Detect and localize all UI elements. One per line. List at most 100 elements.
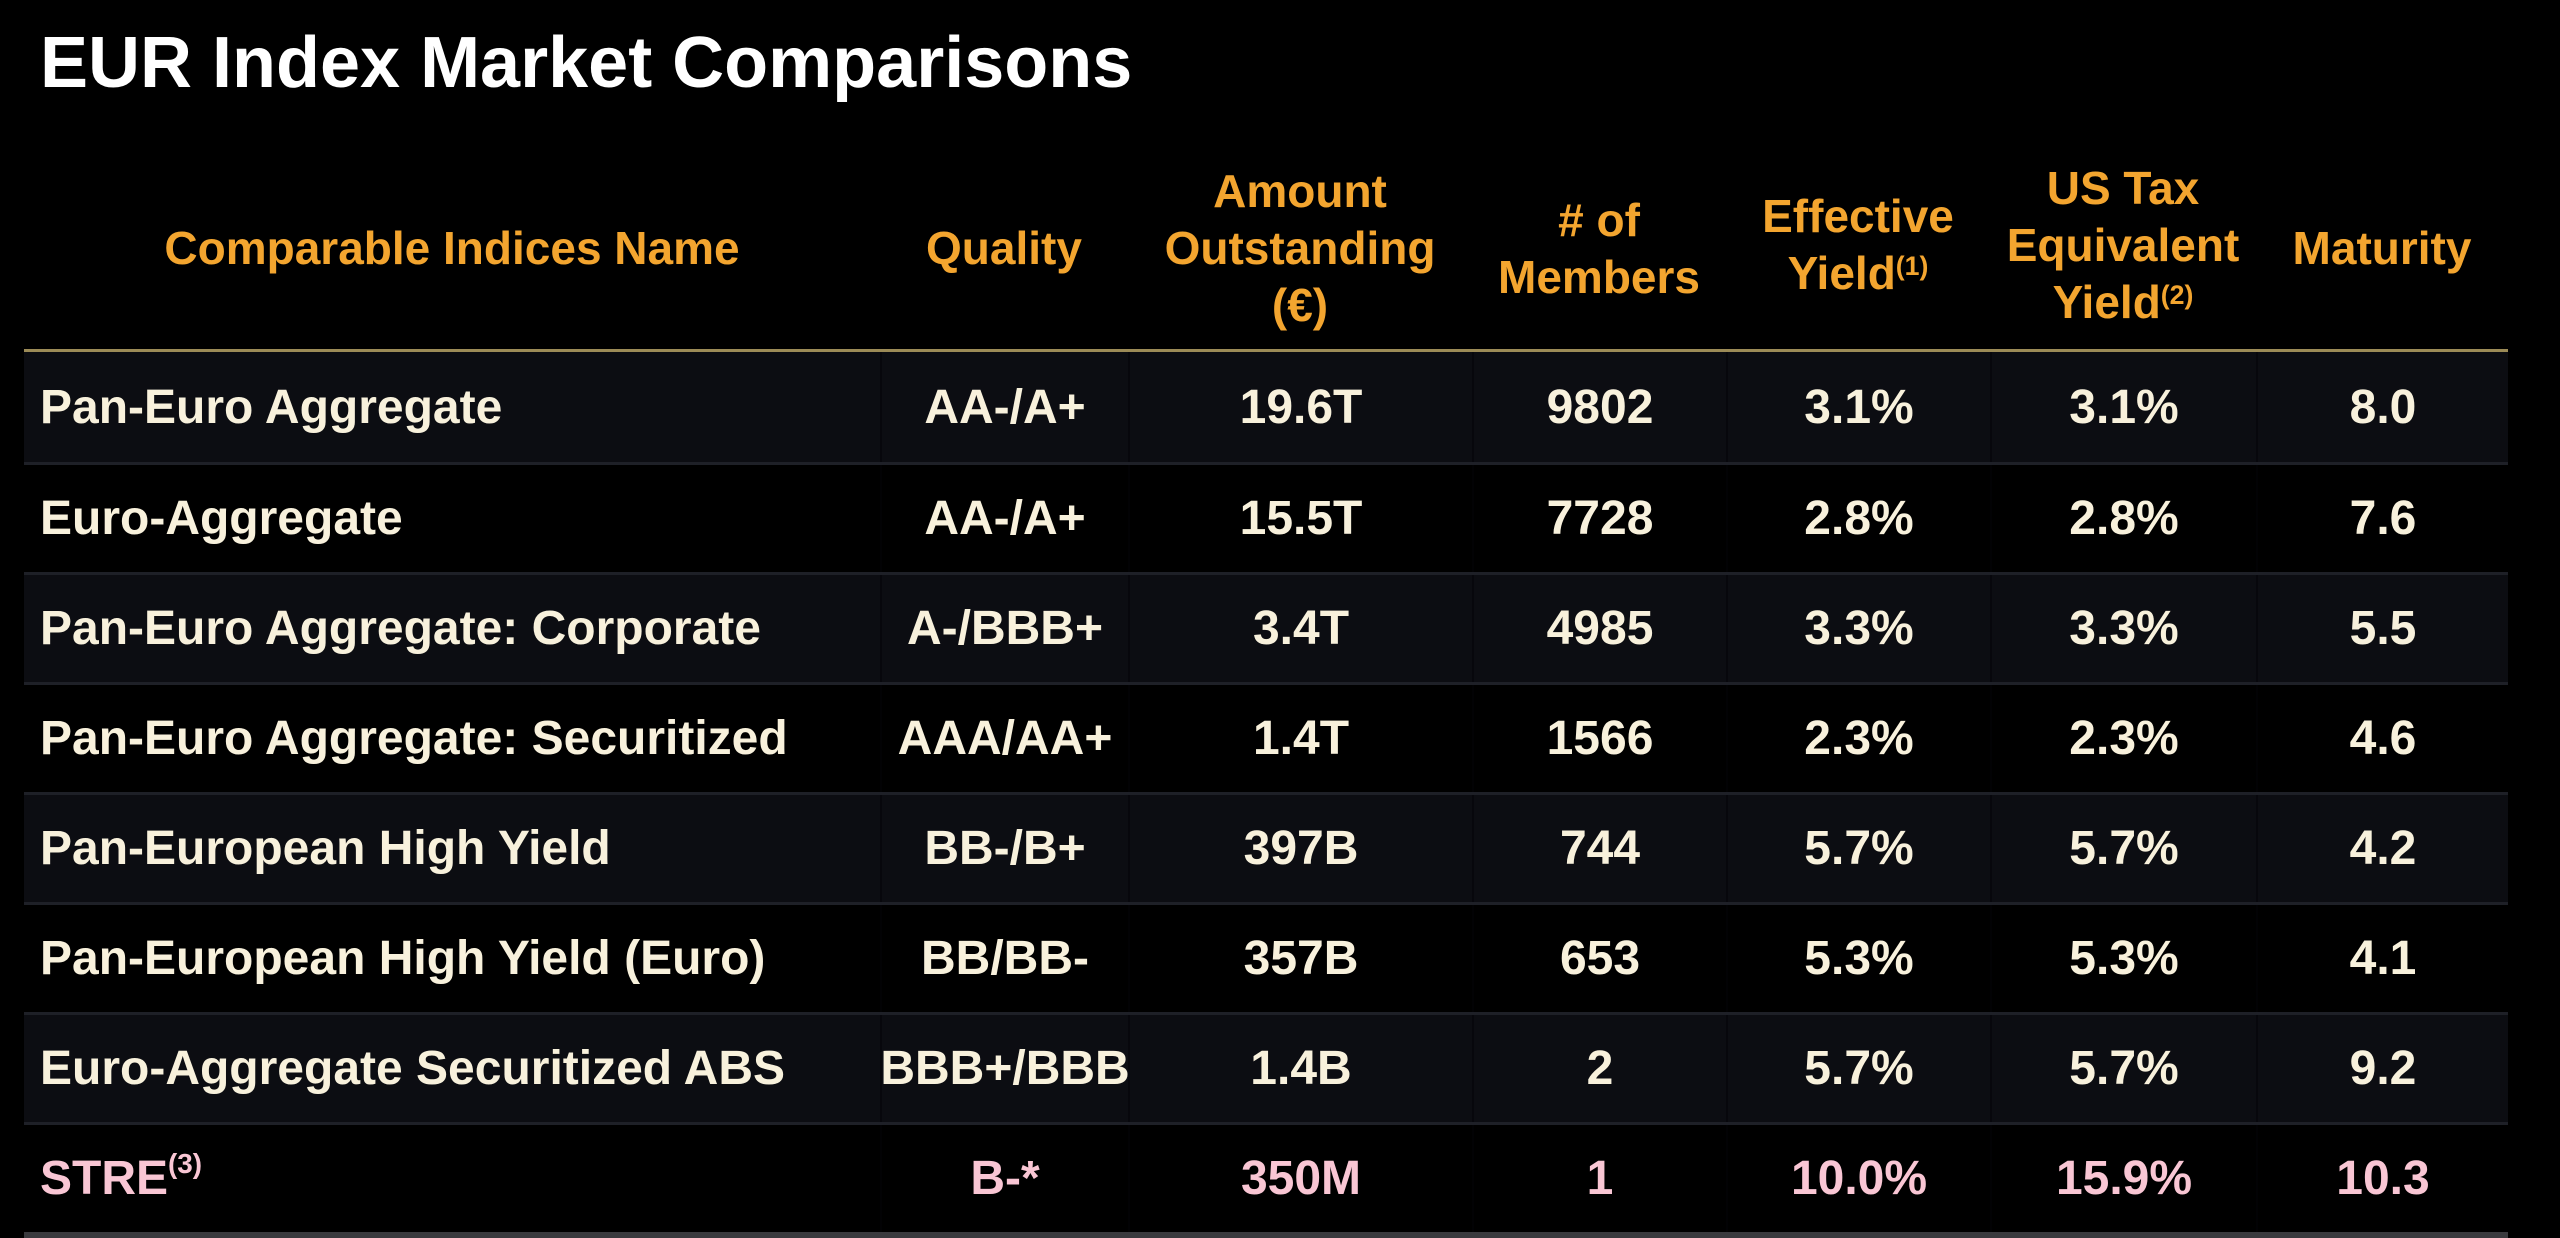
cell-us_tax_equivalent_yield: 5.7% <box>1990 1015 2256 1122</box>
column-header-text: Yield <box>1787 247 1896 299</box>
cell-text: 7728 <box>1546 492 1654 545</box>
column-header-members: # of Members <box>1472 148 1726 349</box>
cell-text: 10.0% <box>1790 1152 1928 1205</box>
cell-effective_yield: 5.7% <box>1726 795 1990 902</box>
cell-us_tax_equivalent_yield: 5.3% <box>1990 905 2256 1012</box>
column-header-line: (€) <box>1272 277 1328 334</box>
cell-amount: 1.4B <box>1128 1015 1472 1122</box>
footnote-marker: (2) <box>2160 279 2194 310</box>
cell-us_tax_equivalent_yield: 3.3% <box>1990 575 2256 682</box>
table-row: Pan-Euro Aggregate: Securitized AAA/AA+ 1.… <box>24 682 2508 792</box>
cell-name: Pan-Euro Aggregate: Securitized <box>24 685 880 792</box>
cell-members: 9802 <box>1472 352 1726 462</box>
cell-effective_yield: 5.7% <box>1726 1015 1990 1122</box>
cell-members: 1 <box>1472 1125 1726 1232</box>
cell-effective_yield: 2.8% <box>1726 465 1990 572</box>
cell-text: 3.4T <box>1252 602 1350 655</box>
cell-members: 1566 <box>1472 685 1726 792</box>
column-header-text: Comparable Indices Name <box>164 222 740 274</box>
cell-text: 15.9% <box>2055 1152 2193 1205</box>
cell-maturity: 7.6 <box>2256 465 2508 572</box>
cell-text: 3.1% <box>2069 380 2179 434</box>
cell-text: 357B <box>1243 932 1359 985</box>
cell-text: AA-/A+ <box>924 380 1086 434</box>
table-row: Pan-European High Yield BB-/B+ 397B 744 5.7%… <box>24 792 2508 902</box>
cell-text: 5.5 <box>2349 602 2417 655</box>
column-header-line: Yield(2) <box>2053 274 2194 338</box>
column-header-quality: Quality <box>880 148 1128 349</box>
column-header-text: Members <box>1498 250 1700 303</box>
cell-members: 744 <box>1472 795 1726 902</box>
column-header-line: Yield(1) <box>1788 245 1929 309</box>
cell-text: 1 <box>1586 1152 1614 1205</box>
cell-members: 2 <box>1472 1015 1726 1122</box>
cell-maturity: 9.2 <box>2256 1015 2508 1122</box>
cell-text: 1.4T <box>1252 712 1350 765</box>
cell-quality: BB/BB- <box>880 905 1128 1012</box>
column-header-text: US Tax <box>2046 161 2200 214</box>
cell-text: Pan-Euro Aggregate: Corporate <box>40 602 761 655</box>
column-header-text: Outstanding <box>1164 222 1436 274</box>
cell-text: 2.8% <box>1804 492 1914 545</box>
table-body: Pan-Euro Aggregate AA-/A+ 19.6T 9802 3.1% 3.1… <box>24 352 2508 1232</box>
column-header-line: Equivalent <box>2007 217 2240 274</box>
cell-quality: AA-/A+ <box>880 352 1128 462</box>
cell-text: 5.3% <box>1804 932 1914 985</box>
cell-quality: AA-/A+ <box>880 465 1128 572</box>
comparison-table: Comparable Indices Name Quality Amount Outs… <box>24 148 2508 1238</box>
cell-quality: AAA/AA+ <box>880 685 1128 792</box>
cell-amount: 19.6T <box>1128 352 1472 462</box>
cell-text: Pan-European High Yield (Euro) <box>40 932 766 985</box>
column-header-text: Effective <box>1762 190 1954 242</box>
cell-name: Pan-Euro Aggregate: Corporate <box>24 575 880 682</box>
column-header-name: Comparable Indices Name <box>24 148 880 349</box>
cell-effective_yield: 2.3% <box>1726 685 1990 792</box>
cell-text: Pan-Euro Aggregate: Securitized <box>40 712 788 765</box>
bottom-rule <box>24 1232 2508 1238</box>
column-header-maturity: Maturity <box>2256 148 2508 349</box>
column-header-text: Quality <box>926 222 1082 274</box>
cell-text: 2.3% <box>1804 712 1914 765</box>
cell-name: Pan-European High Yield (Euro) <box>24 905 880 1012</box>
cell-amount: 357B <box>1128 905 1472 1012</box>
cell-text: Euro-Aggregate <box>40 492 403 545</box>
cell-text: 4.2 <box>2349 822 2417 875</box>
cell-text: AAA/AA+ <box>897 712 1113 765</box>
cell-members: 653 <box>1472 905 1726 1012</box>
table-row: Euro-Aggregate AA-/A+ 15.5T 7728 2.8% 2.8% 7.6 <box>24 462 2508 572</box>
column-header-text: Yield <box>2052 275 2161 328</box>
cell-amount: 3.4T <box>1128 575 1472 682</box>
cell-members: 4985 <box>1472 575 1726 682</box>
cell-amount: 397B <box>1128 795 1472 902</box>
column-header-text: Equivalent <box>2006 218 2240 271</box>
column-header-line: Outstanding <box>1165 220 1436 277</box>
column-header-amount: Amount Outstanding (€) <box>1128 148 1472 349</box>
cell-text: 9802 <box>1546 380 1654 434</box>
cell-us_tax_equivalent_yield: 2.3% <box>1990 685 2256 792</box>
column-header-text: (€) <box>1271 279 1329 331</box>
cell-us_tax_equivalent_yield: 3.1% <box>1990 352 2256 462</box>
cell-text: 5.3% <box>2069 932 2179 985</box>
cell-text: 4.6 <box>2349 712 2417 765</box>
cell-text: AA-/A+ <box>924 492 1086 545</box>
column-header-line: Quality <box>926 220 1082 277</box>
cell-effective_yield: 10.0% <box>1726 1125 1990 1232</box>
cell-members: 7728 <box>1472 465 1726 572</box>
cell-quality: BBB+/BBB <box>880 1015 1130 1122</box>
table-row: Pan-European High Yield (Euro) BB/BB- 357B… <box>24 902 2508 1012</box>
cell-effective_yield: 3.1% <box>1726 352 1990 462</box>
cell-text: BB-/B+ <box>924 822 1086 875</box>
cell-text: 1566 <box>1546 712 1654 765</box>
cell-text: 2.8% <box>2069 492 2179 545</box>
table-row: STRE (3) B-* 350M 1 10.0% 15.9% 10.3 <box>24 1122 2508 1232</box>
cell-text: 8.0 <box>2349 380 2417 434</box>
cell-quality: A-/BBB+ <box>880 575 1128 682</box>
cell-text: 7.6 <box>2349 492 2417 545</box>
cell-text: 653 <box>1559 932 1641 985</box>
cell-maturity: 4.6 <box>2256 685 2508 792</box>
cell-us_tax_equivalent_yield: 15.9% <box>1990 1125 2256 1232</box>
cell-maturity: 8.0 <box>2256 352 2508 462</box>
cell-text: BBB+/BBB <box>880 1042 1130 1095</box>
cell-text: 3.3% <box>2069 602 2179 655</box>
cell-text: Pan-Euro Aggregate <box>40 380 503 434</box>
